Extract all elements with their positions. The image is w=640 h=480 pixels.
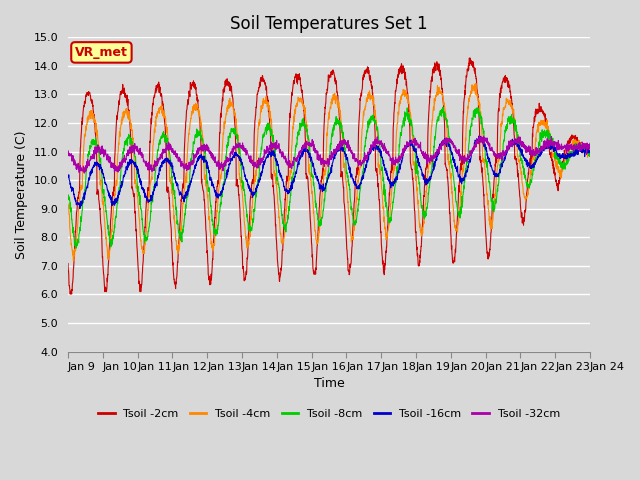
Y-axis label: Soil Temperature (C): Soil Temperature (C) bbox=[15, 130, 28, 259]
Title: Soil Temperatures Set 1: Soil Temperatures Set 1 bbox=[230, 15, 428, 33]
Text: VR_met: VR_met bbox=[75, 46, 128, 59]
X-axis label: Time: Time bbox=[314, 377, 344, 391]
Legend: Tsoil -2cm, Tsoil -4cm, Tsoil -8cm, Tsoil -16cm, Tsoil -32cm: Tsoil -2cm, Tsoil -4cm, Tsoil -8cm, Tsoi… bbox=[93, 404, 564, 423]
